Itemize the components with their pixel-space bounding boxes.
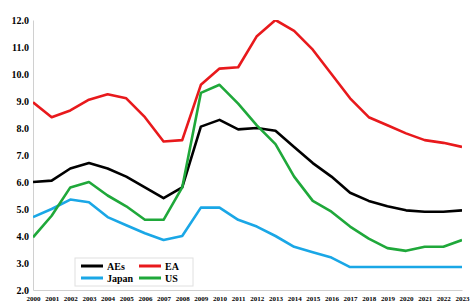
x-tick: 2020 <box>400 290 415 303</box>
x-tick: 2010 <box>213 290 228 303</box>
y-tick-label: 6.0 <box>17 177 30 188</box>
legend-swatch <box>139 265 161 268</box>
x-tick-label: 2005 <box>120 295 134 303</box>
x-tick: 2006 <box>138 290 153 303</box>
series-line <box>33 20 462 147</box>
x-tick: 2011 <box>232 290 246 303</box>
y-tick: 11.0 <box>12 42 33 53</box>
y-tick-label: 4.0 <box>17 231 30 242</box>
series-line <box>33 120 462 212</box>
y-tick: 12.0 <box>12 15 34 26</box>
legend-swatch <box>81 265 103 268</box>
x-tick: 2022 <box>437 290 452 303</box>
y-tick-label: 10.0 <box>12 69 30 80</box>
x-tick: 2009 <box>194 290 209 303</box>
legend-swatch <box>81 277 103 280</box>
x-tick: 2018 <box>362 290 377 303</box>
legend-box <box>75 258 193 286</box>
x-axis: 2000200120022003200420052006200720082009… <box>27 290 471 303</box>
x-tick: 2000 <box>27 290 42 303</box>
x-tick-label: 2020 <box>400 295 415 303</box>
legend-label: Japan <box>107 273 134 284</box>
y-tick: 9.0 <box>17 96 34 107</box>
y-tick-label: 3.0 <box>17 258 30 269</box>
y-tick-label: 5.0 <box>17 204 30 215</box>
y-tick-label: 12.0 <box>12 15 30 26</box>
series-line <box>33 85 462 251</box>
x-tick-label: 2014 <box>288 295 303 303</box>
y-tick: 4.0 <box>17 231 34 242</box>
x-tick-label: 2004 <box>101 295 116 303</box>
x-tick: 2015 <box>306 290 321 303</box>
y-tick-label: 11.0 <box>12 42 29 53</box>
x-tick-label: 2003 <box>82 295 97 303</box>
x-tick: 2005 <box>120 290 134 303</box>
x-tick-label: 2015 <box>306 295 321 303</box>
x-tick: 2016 <box>325 290 340 303</box>
x-tick: 2023 <box>456 290 471 303</box>
x-tick-label: 2002 <box>64 295 79 303</box>
x-tick: 2013 <box>269 290 284 303</box>
y-axis-line <box>33 21 34 291</box>
x-tick: 2002 <box>64 290 79 303</box>
x-tick-label: 2018 <box>362 295 377 303</box>
x-tick: 2017 <box>344 290 359 303</box>
x-tick-label: 2022 <box>437 295 452 303</box>
chart: 2.03.04.05.06.07.08.09.010.011.012.02000… <box>0 0 474 308</box>
lines <box>33 20 462 267</box>
y-tick: 10.0 <box>12 69 34 80</box>
x-tick: 2007 <box>157 290 172 303</box>
y-tick: 7.0 <box>17 150 34 161</box>
y-tick: 8.0 <box>17 123 34 134</box>
legend-swatch <box>139 277 161 280</box>
x-tick-label: 2013 <box>269 295 284 303</box>
x-tick-label: 2007 <box>157 295 172 303</box>
x-tick-label: 2019 <box>381 295 396 303</box>
x-tick-label: 2021 <box>418 295 433 303</box>
x-tick: 2021 <box>418 290 433 303</box>
x-tick: 2004 <box>101 290 116 303</box>
x-tick: 2019 <box>381 290 396 303</box>
x-tick-label: 2012 <box>250 295 265 303</box>
y-tick-label: 8.0 <box>17 123 30 134</box>
x-tick-label: 2016 <box>325 295 340 303</box>
y-tick: 5.0 <box>17 204 34 215</box>
x-tick-label: 2011 <box>232 295 246 303</box>
x-tick-label: 2000 <box>27 295 42 303</box>
x-tick: 2001 <box>45 290 60 303</box>
x-tick-label: 2023 <box>456 295 471 303</box>
x-tick-label: 2001 <box>45 295 60 303</box>
x-tick: 2012 <box>250 290 265 303</box>
x-tick-label: 2017 <box>344 295 359 303</box>
series-line <box>33 200 462 267</box>
x-axis-line <box>34 290 463 291</box>
legend-label: AEs <box>107 261 125 272</box>
legend-label: US <box>165 273 178 284</box>
y-tick-label: 9.0 <box>17 96 30 107</box>
x-tick: 2014 <box>288 290 303 303</box>
x-tick-label: 2006 <box>138 295 153 303</box>
y-axis: 2.03.04.05.06.07.08.09.010.011.012.0 <box>12 15 34 296</box>
legend: AEs EA Japan US <box>75 258 193 286</box>
x-tick: 2008 <box>176 290 191 303</box>
x-tick-label: 2008 <box>176 295 191 303</box>
x-tick-label: 2010 <box>213 295 228 303</box>
x-tick-label: 2009 <box>194 295 209 303</box>
y-tick: 6.0 <box>17 177 34 188</box>
y-tick-label: 7.0 <box>17 150 30 161</box>
legend-label: EA <box>165 261 180 272</box>
y-tick: 3.0 <box>17 258 34 269</box>
x-tick: 2003 <box>82 290 97 303</box>
